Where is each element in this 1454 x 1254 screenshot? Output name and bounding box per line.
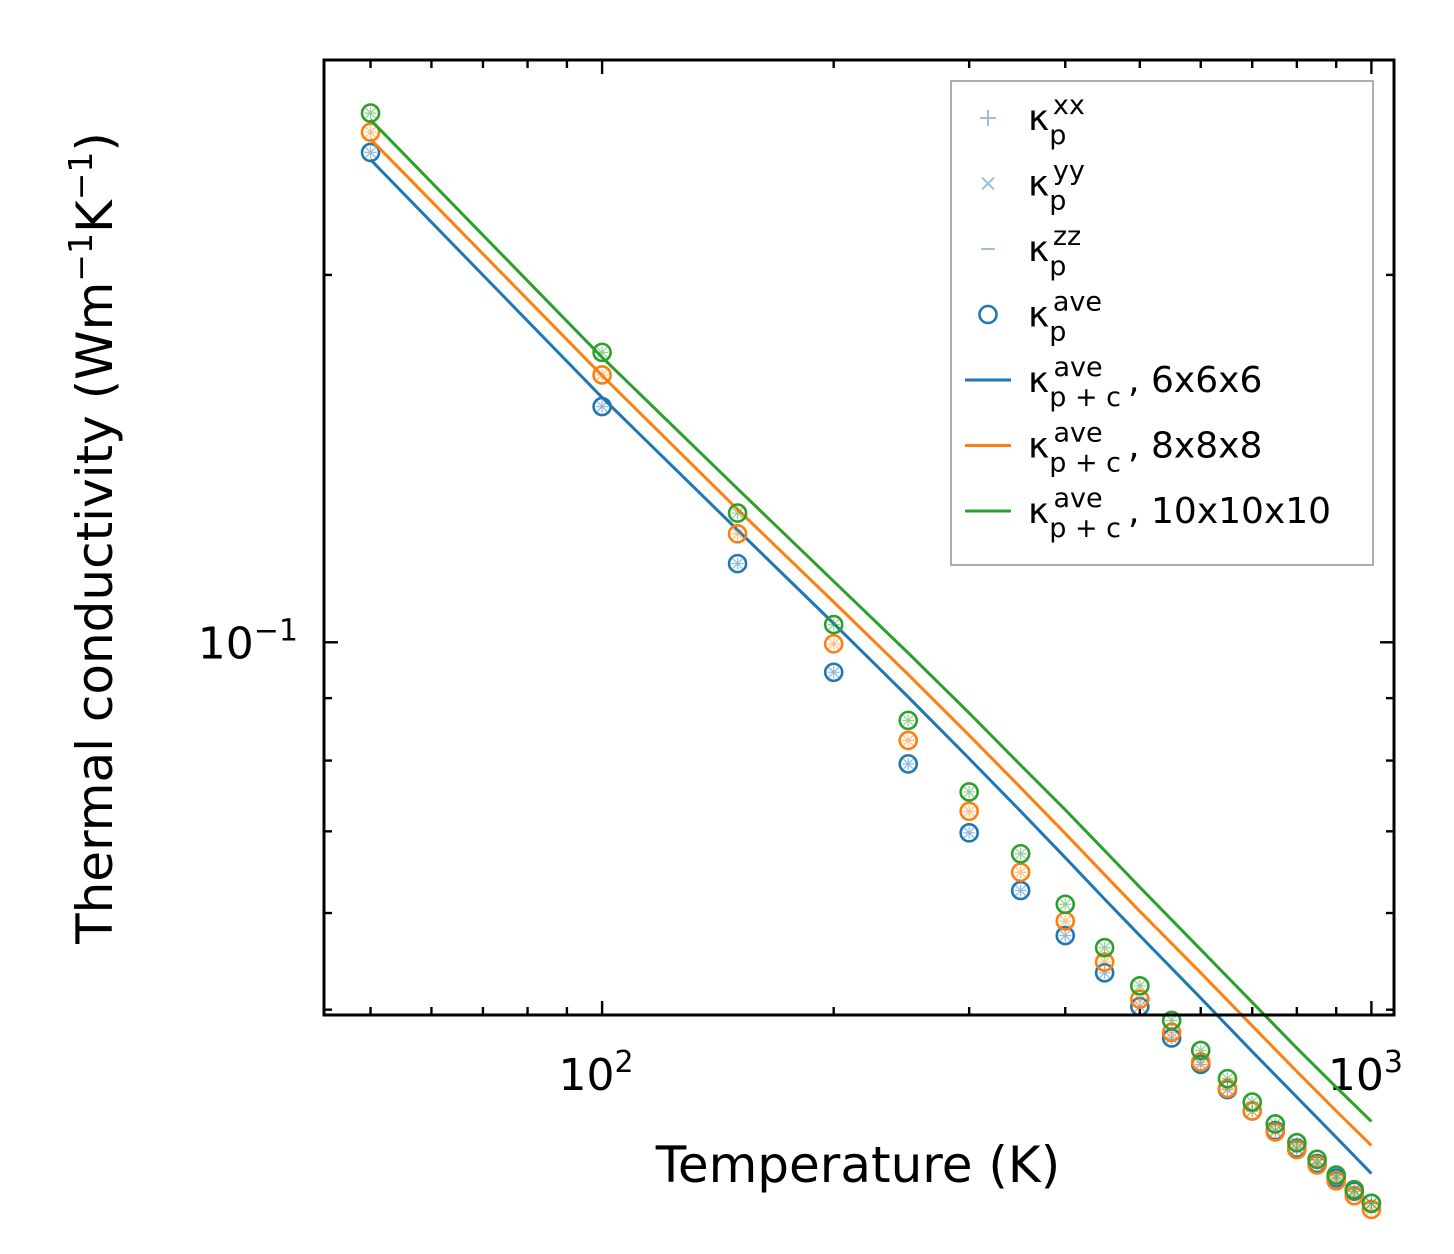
- legend-plus-marker: [980, 110, 996, 126]
- y-axis-label-end: ): [66, 132, 124, 152]
- y-tick-label: 10−1: [198, 613, 298, 669]
- data-point: [1217, 1068, 1238, 1089]
- y-axis-label-main: Thermal conductivity (Wm: [66, 282, 124, 945]
- data-point: [727, 524, 748, 544]
- legend-label: κpyy: [1028, 156, 1085, 217]
- x-tick-label: 103: [1328, 1045, 1403, 1101]
- y-axis-label-sup2: −1: [61, 152, 100, 201]
- data-point: [959, 782, 979, 802]
- legend-label: κp + cave, 8x8x8: [1028, 418, 1262, 479]
- legend-entry: κpyy: [981, 156, 1085, 217]
- data-point: [898, 730, 919, 751]
- data-point: [1055, 911, 1076, 931]
- data-point: [1055, 925, 1076, 946]
- data-point: [727, 553, 748, 574]
- fit-line-8x8x8: [369, 138, 1373, 1147]
- data-point: [592, 365, 612, 385]
- y-axis-label: Thermal conductivity (Wm−1K−1): [61, 132, 124, 945]
- legend-box: [950, 80, 1374, 566]
- plot-area: [360, 103, 1382, 1220]
- data-point: [1010, 843, 1031, 864]
- data-point: [1344, 1179, 1365, 1200]
- data-point: [1265, 1114, 1286, 1134]
- data-point: [1010, 862, 1031, 883]
- legend-entry: κp + cave, 8x8x8: [965, 418, 1262, 479]
- legend-label: κpave: [1028, 287, 1102, 348]
- legend-circle-marker: [978, 304, 998, 325]
- fit-line-6x6x6: [369, 158, 1373, 1175]
- data-point: [1287, 1132, 1307, 1153]
- series-10x10x10: [360, 103, 1382, 1214]
- data-point: [1161, 1010, 1182, 1031]
- data-point: [823, 634, 844, 654]
- data-point: [898, 710, 919, 731]
- fit-line-10x10x10: [369, 118, 1373, 1123]
- legend-label: κpzz: [1028, 221, 1081, 282]
- data-point: [1242, 1092, 1263, 1112]
- x-axis-label: Temperature (K): [655, 1136, 1060, 1194]
- data-point: [823, 662, 844, 683]
- data-point: [1010, 880, 1031, 901]
- data-point: [959, 801, 979, 822]
- data-point: [898, 754, 919, 774]
- data-point: [360, 142, 381, 163]
- y-axis-label-mid: K: [66, 199, 124, 233]
- legend-entry: κpave: [978, 287, 1102, 348]
- data-point: [727, 503, 748, 523]
- data-point: [360, 103, 381, 123]
- legend-label: κp + cave, 10x10x10: [1028, 483, 1331, 544]
- data-point: [1094, 937, 1115, 958]
- series-8x8x8: [360, 122, 1382, 1220]
- data-point: [1307, 1149, 1327, 1170]
- data-point: [1361, 1193, 1382, 1214]
- data-point: [1190, 1040, 1211, 1061]
- legend-label: κpxx: [1028, 90, 1085, 151]
- x-tick-label: 102: [559, 1045, 634, 1101]
- legend-entry: κp + cave, 10x10x10: [965, 483, 1331, 544]
- data-point: [1326, 1165, 1346, 1185]
- data-point: [360, 122, 381, 142]
- axes-frame: [322, 58, 1396, 1017]
- data-point: [959, 823, 979, 843]
- legend-entry: κpxx: [980, 90, 1085, 151]
- legend-entry: κpzz: [981, 221, 1081, 282]
- tick-labels: 102 103 10−1: [198, 613, 1403, 1101]
- data-point: [823, 614, 844, 635]
- legend-entry: κp + cave, 6x6x6: [965, 352, 1262, 413]
- data-point: [1055, 894, 1076, 915]
- legend-cross-marker: [981, 176, 995, 191]
- y-axis-label-sup1: −1: [61, 233, 100, 282]
- data-point: [592, 342, 612, 363]
- data-point: [1130, 976, 1150, 996]
- data-point: [592, 396, 612, 417]
- legend-label: κp + cave, 6x6x6: [1028, 352, 1262, 413]
